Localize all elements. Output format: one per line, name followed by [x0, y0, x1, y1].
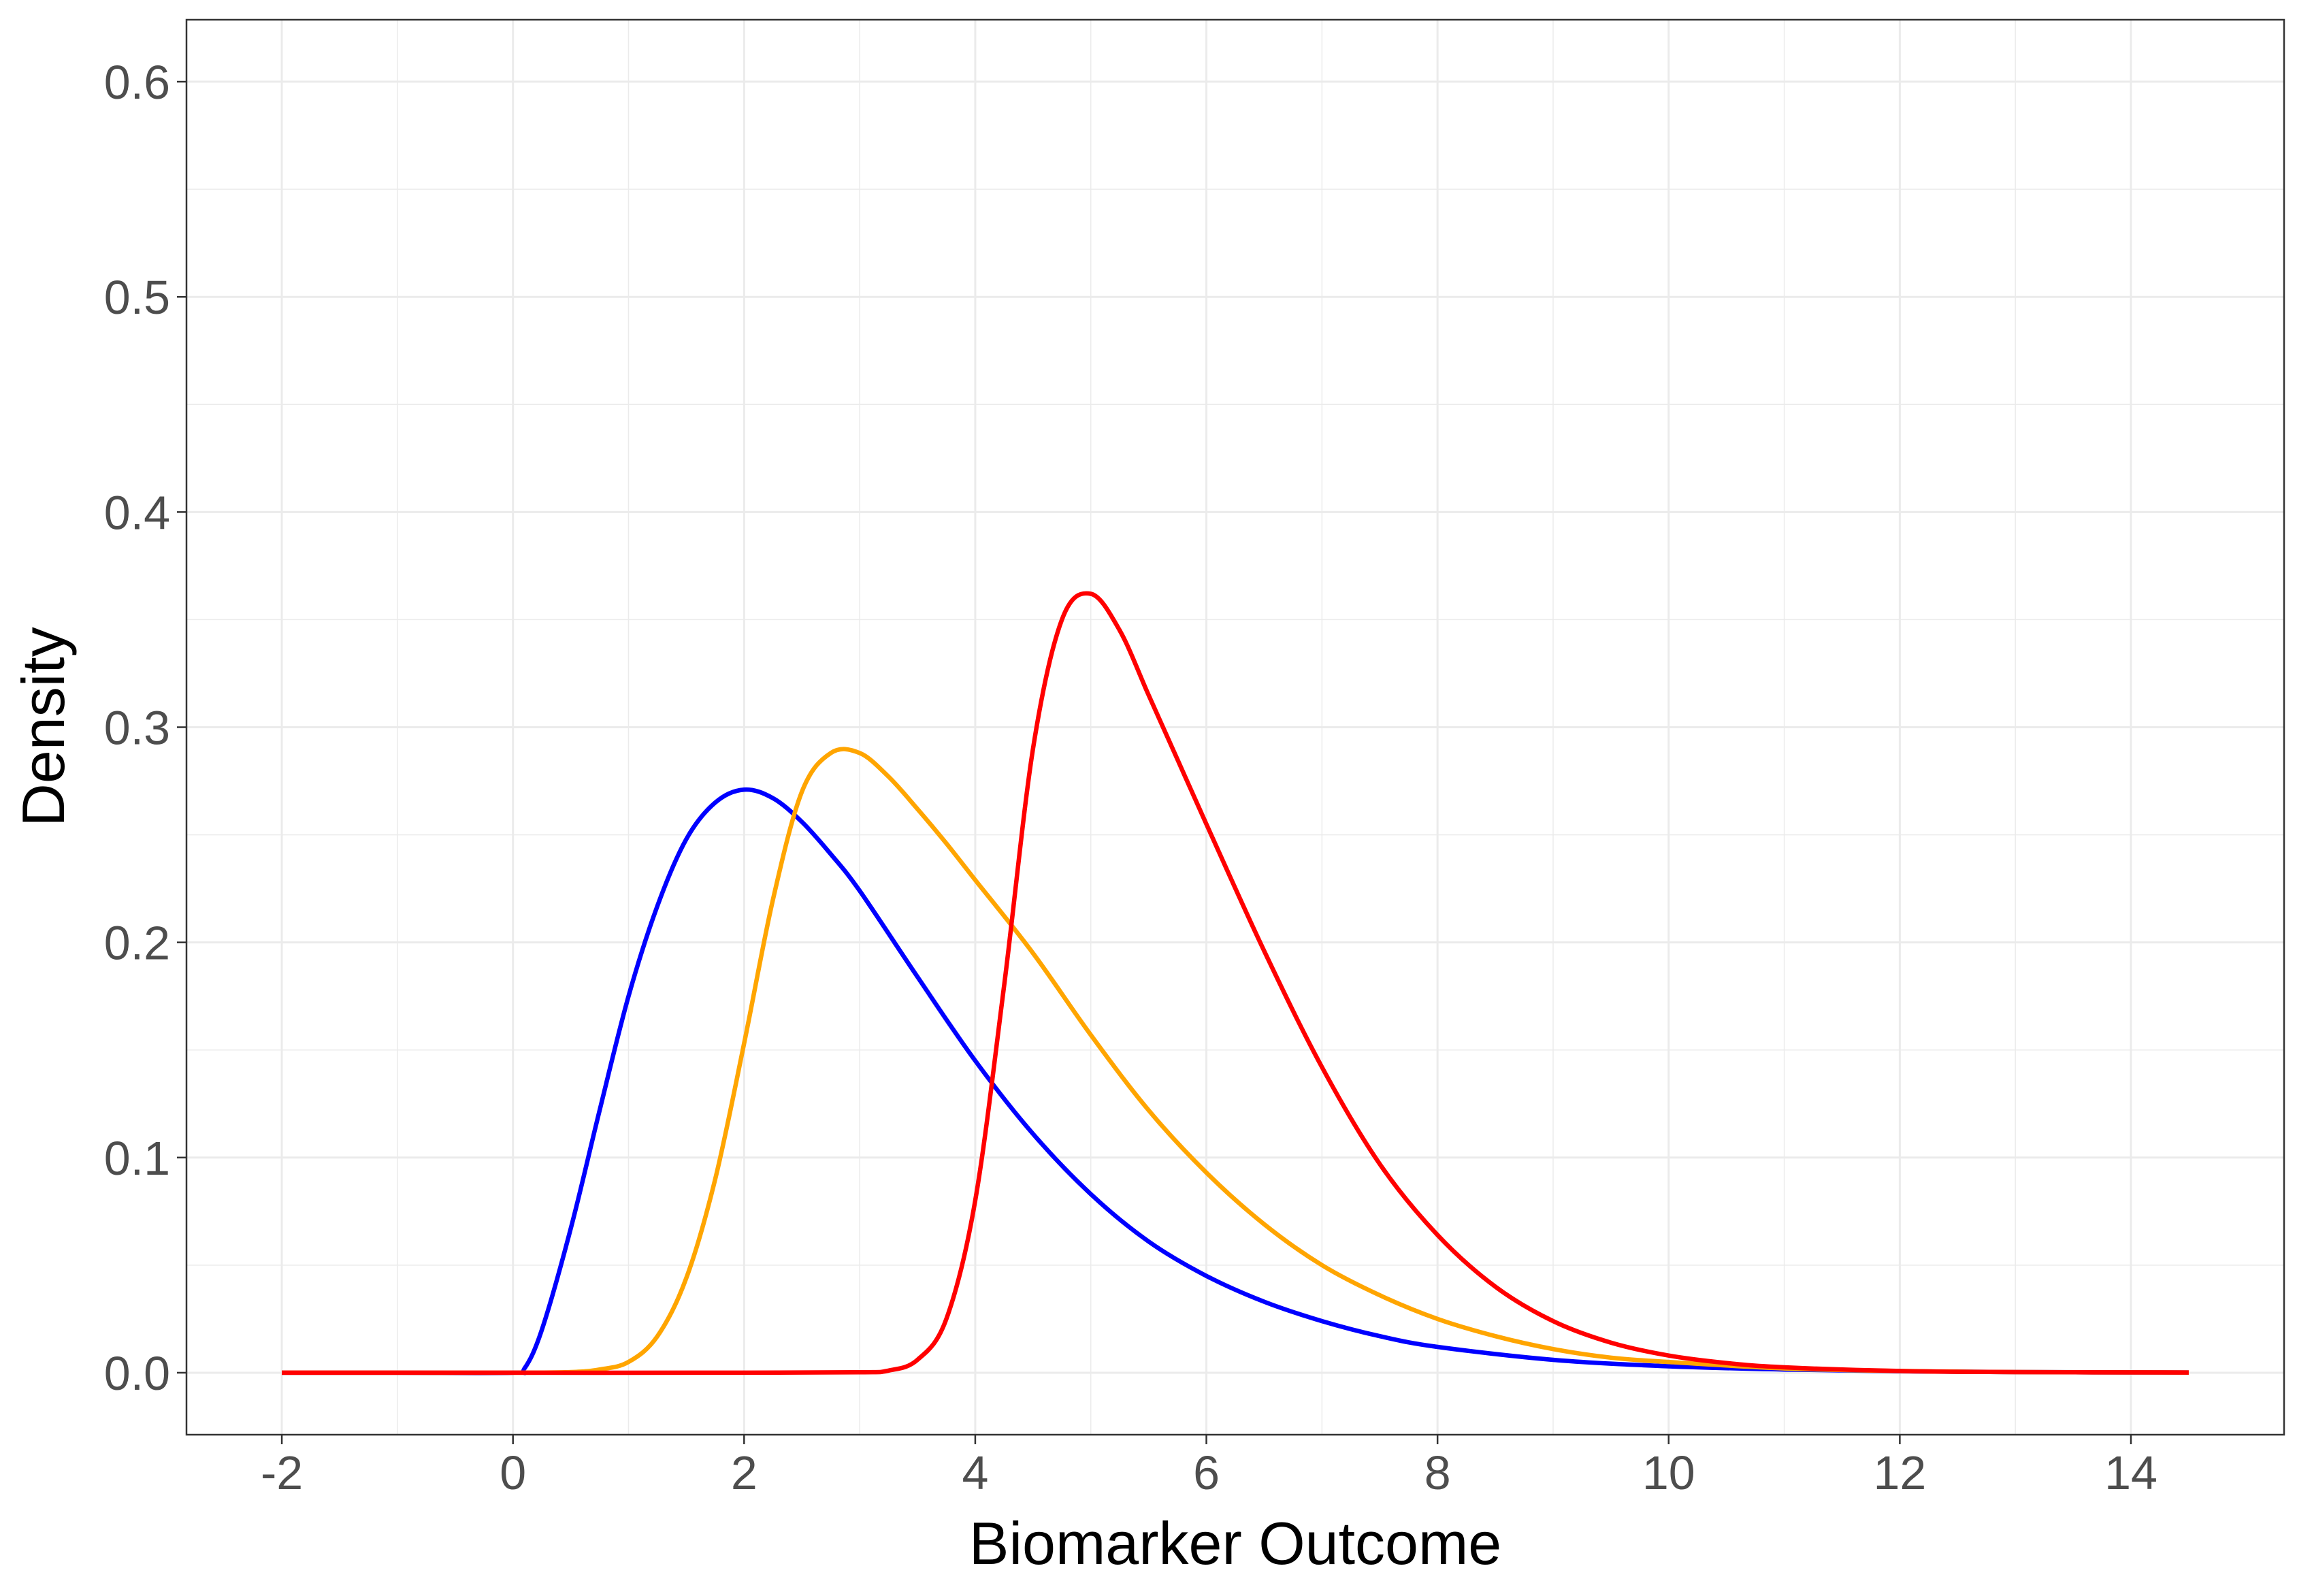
- y-axis: 0.0 0.1 0.2 0.3 0.4 0.5 0.6: [104, 56, 186, 1400]
- y-tick-label: 0.6: [104, 56, 170, 109]
- x-axis: -2 0 2 4 6 8 10 12 14: [261, 1435, 2157, 1499]
- series-layer: [282, 591, 2189, 1375]
- density-curve-orange: [282, 747, 2189, 1375]
- y-tick-label: 0.4: [104, 486, 170, 539]
- density-curve-red: [282, 591, 2189, 1375]
- x-tick-label: 12: [1873, 1446, 1926, 1499]
- x-axis-title: Biomarker Outcome: [969, 1510, 1501, 1577]
- y-axis-title: Density: [10, 627, 77, 826]
- y-tick-label: 0.0: [104, 1347, 170, 1400]
- x-tick-label: 10: [1642, 1446, 1695, 1499]
- y-tick-label: 0.5: [104, 271, 170, 324]
- y-tick-label: 0.1: [104, 1132, 170, 1185]
- y-tick-label: 0.3: [104, 702, 170, 755]
- x-tick-label: 4: [962, 1446, 988, 1499]
- x-tick-label: 14: [2104, 1446, 2157, 1499]
- x-tick-label: 8: [1424, 1446, 1451, 1499]
- x-tick-label: 0: [500, 1446, 526, 1499]
- y-tick-label: 0.2: [104, 917, 170, 970]
- x-tick-label: 2: [731, 1446, 757, 1499]
- x-tick-label: -2: [261, 1446, 303, 1499]
- x-tick-label: 6: [1193, 1446, 1220, 1499]
- density-curve-blue: [282, 787, 2189, 1375]
